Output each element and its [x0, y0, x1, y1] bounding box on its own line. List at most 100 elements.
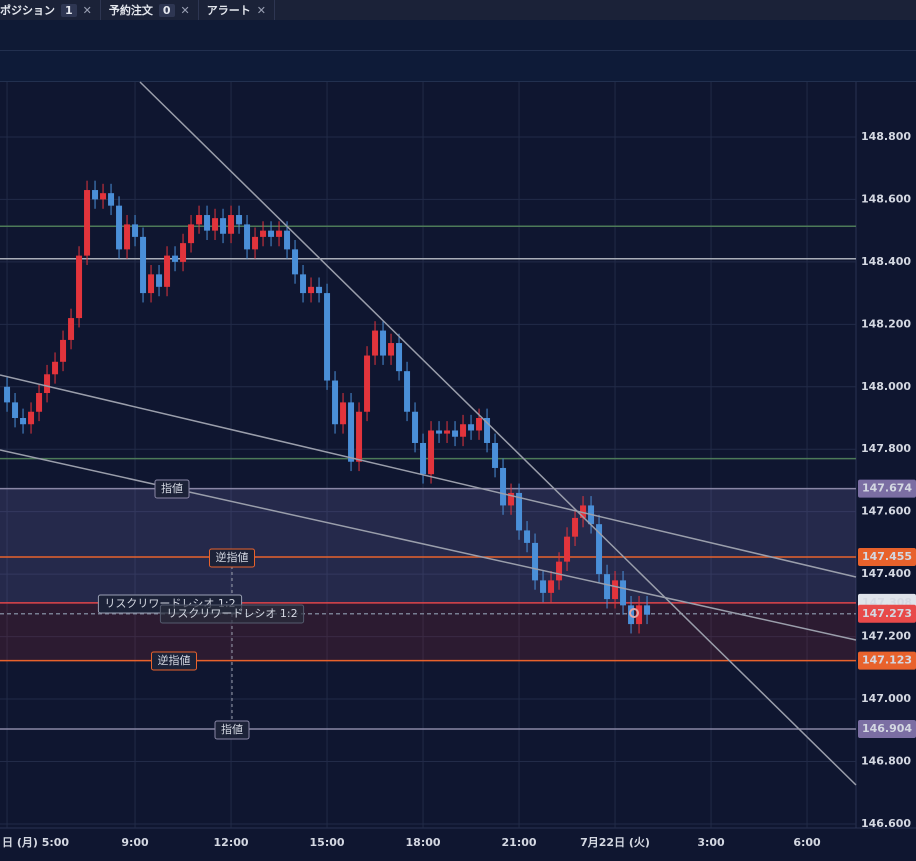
candle-body: [228, 215, 235, 234]
candle-body: [332, 380, 339, 425]
trend-line: [139, 81, 857, 786]
candle-body: [12, 402, 19, 418]
order-tag: [159, 604, 305, 624]
candle-body: [380, 330, 387, 356]
candle-body: [500, 467, 507, 506]
candle-body: [340, 402, 347, 425]
order-tag: [214, 720, 250, 740]
candle-body: [580, 505, 587, 518]
candle-body: [484, 417, 491, 443]
tab[interactable]: 予約注文 0 ✕: [101, 0, 199, 20]
candle-body: [540, 580, 547, 593]
price-tag: [858, 547, 916, 566]
order-label: 指値: [161, 481, 183, 495]
x-tick-label: 7月22日 (火): [580, 836, 650, 849]
order-tag: [154, 479, 190, 499]
candle-body: [188, 224, 195, 244]
tab-count: 0: [158, 3, 175, 17]
candle-body: [468, 424, 475, 431]
tab[interactable]: アラート ✕: [199, 0, 275, 20]
candle-body: [524, 530, 531, 543]
order-label: 逆指値: [216, 550, 249, 564]
candle-body: [268, 230, 275, 237]
candle-body: [132, 224, 139, 237]
toolbar: [0, 51, 916, 82]
candle-body: [476, 417, 483, 431]
tab[interactable]: ポジション 1 ✕: [0, 0, 101, 20]
candle-body: [404, 371, 411, 412]
x-tick-label: 日 (月) 5:00: [2, 836, 69, 849]
price-tag: [858, 479, 916, 498]
candle-body: [76, 255, 83, 319]
y-tick-label: 148.600: [861, 192, 911, 205]
candle-body: [244, 224, 251, 250]
candle-body: [236, 215, 243, 225]
candle-body: [532, 542, 539, 581]
x-tick-label: 21:00: [502, 836, 537, 849]
candle-body: [212, 218, 219, 231]
candle-body: [196, 215, 203, 225]
y-tick-label: 146.600: [861, 817, 911, 830]
candle-body: [180, 243, 187, 262]
candle-body: [556, 561, 563, 581]
candle-body: [620, 580, 627, 606]
y-tick-label: 147.600: [861, 505, 911, 518]
y-tick-label: 147.400: [861, 567, 911, 580]
order-tag: [209, 548, 255, 568]
candle-body: [292, 249, 299, 275]
plot-bg: [0, 82, 856, 828]
candle-body: [412, 411, 419, 443]
candle-body: [164, 255, 171, 287]
close-icon[interactable]: ✕: [82, 3, 92, 17]
y-tick-label: 148.000: [861, 380, 911, 393]
y-tick-label: 147.800: [861, 442, 911, 455]
tab-label: 予約注文: [108, 4, 153, 17]
candle-body: [604, 574, 611, 600]
order-tag: [151, 651, 197, 671]
candle-body: [20, 417, 27, 425]
y-tick-label: 147.000: [861, 692, 911, 705]
x-tick-label: 12:00: [214, 836, 249, 849]
candle-body: [108, 193, 115, 206]
candle-body: [44, 374, 51, 394]
candle-body: [548, 580, 555, 593]
candle-body: [356, 411, 363, 462]
candle-body: [252, 236, 259, 250]
toolbar: [0, 20, 916, 51]
candle-body: [324, 293, 331, 381]
candle-body: [420, 442, 427, 475]
candle-body: [516, 492, 523, 531]
candle-body: [452, 430, 459, 437]
candle-body: [116, 205, 123, 250]
candle-body: [100, 193, 107, 200]
order-label: リスクリワードレシオ 1:2: [166, 607, 297, 620]
y-tick-label: 147.200: [861, 630, 911, 643]
candle-body: [284, 230, 291, 250]
candle-body: [148, 274, 155, 294]
candle-body: [372, 330, 379, 356]
candle-body: [260, 230, 267, 237]
candle-body: [572, 517, 579, 537]
close-icon[interactable]: ✕: [180, 3, 190, 17]
tab-bar: ポジション 1 ✕ 予約注文 0 ✕ アラート ✕: [0, 0, 916, 20]
candle-body: [564, 536, 571, 562]
price-tag-label: 146.904: [862, 722, 912, 735]
candle-body: [68, 318, 75, 340]
order-label: 逆指値: [158, 653, 191, 667]
close-icon[interactable]: ✕: [256, 3, 266, 17]
candle-body: [28, 411, 35, 425]
candle-body: [36, 393, 43, 412]
candle-body: [308, 286, 315, 294]
tab-label: ポジション: [0, 4, 55, 17]
candle-body: [52, 361, 59, 375]
candle-body: [612, 580, 619, 600]
candle-body: [460, 424, 467, 437]
trend-line: [0, 449, 857, 641]
x-tick-label: 15:00: [310, 836, 345, 849]
candle-body: [508, 492, 515, 506]
candle-body: [348, 402, 355, 462]
candle-body: [428, 430, 435, 475]
y-tick-label: 148.400: [861, 255, 911, 268]
price-tag-label: 147.123: [862, 654, 912, 667]
